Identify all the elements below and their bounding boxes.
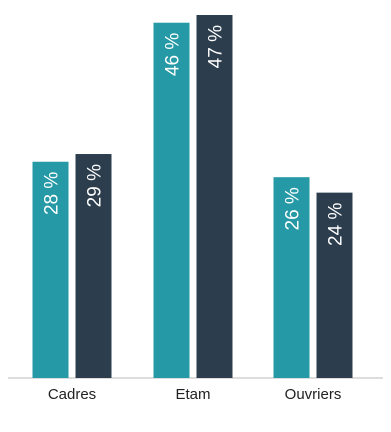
bar-ouvriers-series-1 [273,177,310,378]
value-label-etam-series-2: 47 % [206,25,227,68]
category-label-ouvriers: Ouvriers [285,386,342,403]
bar-etam-series-2 [196,15,233,378]
category-label-cadres: Cadres [48,386,96,403]
category-labels-group: Cadres Etam Ouvriers [48,386,342,403]
value-label-ouvriers-series-2: 24 % [326,203,347,246]
bar-cadres-series-1 [32,161,69,378]
value-label-cadres-series-1: 28 % [42,172,63,215]
bar-cadres-series-2 [75,154,112,378]
bar-ouvriers-series-2 [316,192,353,378]
value-labels-group: 28 % 29 % 46 % 47 % 26 % 24 % [42,25,347,246]
category-label-etam: Etam [175,386,210,403]
bars-group [32,15,353,379]
value-label-ouvriers-series-1: 26 % [283,187,304,230]
value-label-cadres-series-2: 29 % [85,164,106,207]
bar-etam-series-1 [153,22,190,379]
value-label-etam-series-1: 46 % [163,33,184,76]
